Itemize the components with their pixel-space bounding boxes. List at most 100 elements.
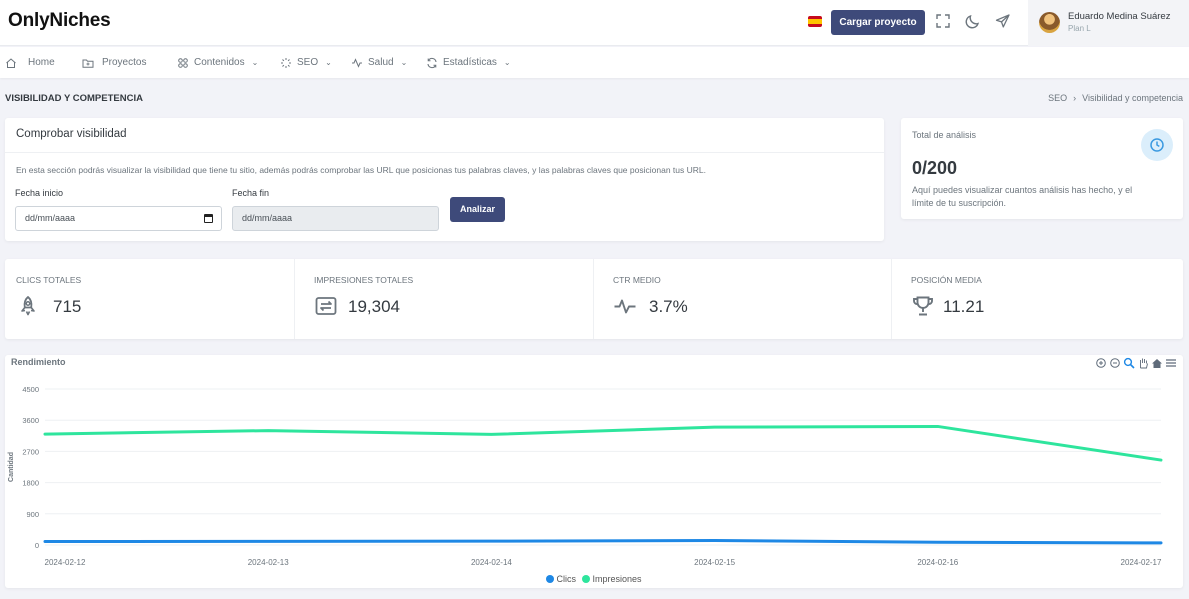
page-title: VISIBILIDAD Y COMPETENCIA	[5, 93, 143, 104]
fullscreen-icon[interactable]	[935, 13, 951, 29]
y-tick-label: 3600	[22, 416, 39, 425]
series-line-impresiones	[43, 424, 1163, 462]
check-visibility-description: En esta sección podrás visualizar la vis…	[16, 165, 706, 175]
y-tick-label: 2700	[22, 447, 39, 456]
x-tick-label: 2024-02-17	[1121, 558, 1162, 567]
legend-impressions-label: Impresiones	[592, 574, 642, 584]
stat-clicks: CLICS TOTALES 715	[5, 259, 295, 339]
x-tick-label: 2024-02-13	[248, 558, 289, 567]
upload-project-button[interactable]: Cargar proyecto	[831, 10, 925, 35]
home-icon[interactable]	[1151, 357, 1163, 369]
stat-position-label: POSICIÓN MEDIA	[911, 275, 982, 285]
legend-clicks[interactable]: Clics	[546, 574, 576, 584]
total-analysis-label: Total de análisis	[912, 130, 977, 140]
chart-title: Rendimiento	[11, 357, 66, 367]
stat-position: POSICIÓN MEDIA 11.21	[900, 259, 1183, 339]
y-tick-label: 4500	[22, 385, 39, 394]
legend-impressions[interactable]: Impresiones	[582, 574, 642, 584]
chart-toolbar	[1095, 357, 1177, 369]
stat-position-value: 11.21	[943, 297, 985, 316]
start-date-label: Fecha inicio	[15, 188, 64, 198]
nav-seo[interactable]: SEO ⌄	[280, 47, 332, 78]
grid-icon	[178, 57, 188, 68]
nav-estadisticas-label: Estadísticas	[443, 57, 497, 68]
spain-flag-icon[interactable]	[808, 16, 822, 27]
nav-home-label: Home	[28, 57, 55, 68]
user-menu[interactable]: Eduardo Medina Suárez Plan L	[1028, 0, 1189, 46]
refresh-icon	[427, 57, 437, 68]
folder-icon	[82, 59, 94, 68]
performance-chart: 4500 3600 2700 1800 900 0 2024-02-12 2024-02-13…	[8, 385, 1163, 567]
stat-ctr-label: CTR MEDIO	[613, 275, 661, 285]
stat-ctr-value: 3.7%	[649, 297, 688, 316]
top-bar: OnlyNiches Cargar proyecto Eduardo Medin…	[0, 0, 1189, 46]
nav-seo-label: SEO	[297, 57, 319, 68]
user-name: Eduardo Medina Suárez	[1068, 11, 1171, 22]
stat-ctr: CTR MEDIO 3.7%	[602, 259, 892, 339]
total-analysis-card: Total de análisis 0/200 Aquí puedes visu…	[901, 118, 1183, 219]
main-nav: Home Proyectos Contenidos ⌄ SEO ⌄ Salud …	[0, 47, 1189, 78]
breadcrumb-item-current: Visibilidad y competencia	[1082, 93, 1183, 103]
x-tick-label: 2024-02-14	[471, 558, 512, 567]
clock-icon	[1141, 129, 1173, 161]
x-tick-label: 2024-02-15	[694, 558, 735, 567]
stats-card: CLICS TOTALES 715 IMPRESIONES TOTALES 19…	[5, 259, 1183, 339]
stat-clicks-value: 715	[53, 297, 82, 316]
breadcrumb: SEO › Visibilidad y competencia	[1048, 93, 1183, 103]
stat-impressions-label: IMPRESIONES TOTALES	[314, 275, 414, 285]
stat-clicks-label: CLICS TOTALES	[16, 275, 82, 285]
check-visibility-title: Comprobar visibilidad	[16, 128, 127, 140]
app-logo[interactable]: OnlyNiches	[8, 10, 111, 31]
user-plan: Plan L	[1068, 24, 1091, 33]
start-date-input[interactable]: dd/mm/aaaa	[15, 206, 222, 231]
exchange-icon	[315, 297, 337, 315]
loader-icon	[281, 57, 291, 68]
nav-estadisticas[interactable]: Estadísticas ⌄	[426, 47, 511, 78]
nav-home[interactable]: Home	[5, 47, 55, 78]
pulse-icon	[614, 299, 636, 314]
chart-legend: Clics Impresiones	[5, 574, 1183, 584]
check-visibility-card: Comprobar visibilidad En esta sección po…	[5, 118, 884, 241]
chevron-down-icon: ⌄	[503, 58, 511, 67]
end-date-input[interactable]: dd/mm/aaaa	[232, 206, 439, 231]
chevron-down-icon: ⌄	[400, 58, 408, 67]
nav-proyectos[interactable]: Proyectos	[82, 47, 146, 78]
pan-hand-icon[interactable]	[1137, 357, 1149, 369]
divider	[593, 259, 594, 339]
chevron-down-icon: ⌄	[325, 58, 332, 67]
total-analysis-value: 0/200	[912, 158, 958, 178]
nav-contenidos[interactable]: Contenidos ⌄	[177, 47, 258, 78]
start-date-placeholder: dd/mm/aaaa	[25, 213, 76, 223]
y-tick-label: 0	[35, 541, 39, 550]
breadcrumb-item-seo[interactable]: SEO	[1048, 93, 1068, 103]
nav-salud-label: Salud	[368, 57, 394, 68]
y-axis-label: Cantidad	[8, 452, 15, 482]
stat-impressions-value: 19,304	[348, 297, 400, 316]
moon-icon[interactable]	[965, 13, 981, 29]
magnifier-icon[interactable]	[1123, 357, 1135, 369]
divider	[5, 152, 884, 153]
nav-salud[interactable]: Salud ⌄	[351, 47, 407, 78]
breadcrumb-separator: ›	[1073, 93, 1077, 103]
analyze-button[interactable]: Analizar	[450, 197, 505, 222]
legend-impressions-marker	[582, 575, 591, 583]
trophy-icon	[913, 296, 933, 316]
chevron-down-icon: ⌄	[251, 58, 259, 67]
end-date-label: Fecha fin	[232, 188, 270, 198]
performance-chart-card: Rendimiento 4500 3600 2700 1800 900 0 2024-02-…	[5, 355, 1183, 588]
rocket-icon	[21, 296, 35, 316]
send-icon[interactable]	[995, 13, 1011, 29]
zoom-in-icon[interactable]	[1095, 357, 1107, 369]
home-icon	[6, 57, 16, 68]
activity-icon	[352, 57, 362, 68]
legend-clicks-marker	[546, 575, 555, 583]
total-analysis-description: Aquí puedes visualizar cuantos análisis …	[912, 185, 1133, 208]
zoom-out-icon[interactable]	[1109, 357, 1121, 369]
x-tick-label: 2024-02-16	[917, 558, 958, 567]
calendar-icon[interactable]	[204, 214, 213, 223]
end-date-placeholder: dd/mm/aaaa	[242, 213, 293, 223]
avatar	[1039, 12, 1060, 33]
stat-impressions: IMPRESIONES TOTALES 19,304	[303, 259, 593, 339]
menu-icon[interactable]	[1165, 357, 1177, 369]
x-tick-label: 2024-02-12	[45, 558, 86, 567]
